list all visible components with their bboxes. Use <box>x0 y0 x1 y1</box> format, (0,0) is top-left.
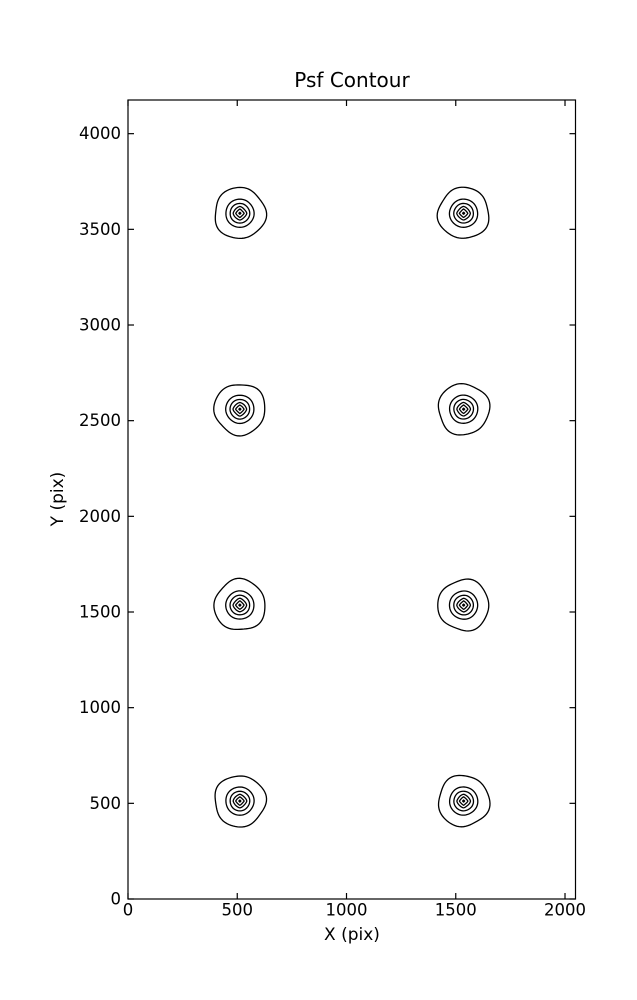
contour-ring <box>448 590 479 620</box>
contour-center-dot <box>461 211 466 215</box>
y-tick-label: 1000 <box>79 698 121 717</box>
contour-ring <box>458 600 469 611</box>
contour-ring <box>448 198 479 228</box>
y-tick-label: 500 <box>90 794 122 813</box>
contour-ring <box>458 208 469 219</box>
contour-ring <box>458 796 469 806</box>
y-tick-label: 0 <box>111 890 122 909</box>
x-tick-label: 2000 <box>544 901 586 920</box>
x-tick-label: 1500 <box>435 901 477 920</box>
contour-ring <box>214 775 268 828</box>
contour-center-dot <box>238 603 242 607</box>
contour-ring <box>448 394 479 424</box>
psf-contour <box>214 186 268 240</box>
contour-ring <box>456 205 472 221</box>
contour-ring <box>458 404 469 415</box>
contour-ring <box>213 384 266 437</box>
contour-ring <box>453 594 475 616</box>
contour-center-dot <box>461 799 466 803</box>
contour-ring <box>232 401 248 417</box>
contour-ring <box>232 205 248 221</box>
contour-ring <box>225 198 255 228</box>
contour-ring <box>232 793 248 809</box>
contour-ring <box>229 790 251 812</box>
psf-contour <box>437 578 490 632</box>
psf-contour <box>437 774 491 828</box>
psf-contour <box>213 577 266 631</box>
contour-ring <box>235 796 245 807</box>
contour-ring <box>225 590 255 620</box>
y-tick-label: 3000 <box>79 316 121 335</box>
contour-center-dot <box>238 407 242 411</box>
chart-title: Psf Contour <box>294 68 410 92</box>
contour-ring <box>213 577 266 631</box>
contour-ring <box>453 790 475 812</box>
x-tick-label: 1000 <box>326 901 368 920</box>
contour-center-dot <box>238 211 242 215</box>
y-tick-label: 2500 <box>79 411 121 430</box>
contour-ring <box>436 186 490 239</box>
contour-ring <box>234 208 245 219</box>
contour-center-dot <box>238 799 242 803</box>
y-tick-label: 3500 <box>79 220 121 239</box>
contour-ring <box>229 398 251 420</box>
contour-ring <box>234 404 245 415</box>
x-tick-label: 500 <box>222 901 254 920</box>
contour-ring <box>437 578 490 632</box>
psf-contour <box>214 775 268 828</box>
psf-contour <box>437 382 491 436</box>
contour-ring <box>448 786 479 816</box>
contour-ring <box>214 186 268 240</box>
contour-ring <box>234 600 245 610</box>
axes-frame <box>127 99 577 900</box>
contour-ring <box>453 202 475 224</box>
contour-center-dot <box>461 603 466 607</box>
contour-ring <box>229 594 251 616</box>
contour-center-dot <box>461 407 466 411</box>
contour-ring <box>456 401 472 417</box>
contour-ring <box>456 597 472 613</box>
contour-ring <box>456 793 472 809</box>
contour-ring <box>232 597 248 613</box>
y-tick-label: 1500 <box>79 603 121 622</box>
contour-ring <box>225 786 255 816</box>
y-tick-label: 2000 <box>79 507 121 526</box>
x-tick-label: 0 <box>123 901 134 920</box>
y-tick-label: 4000 <box>79 124 121 143</box>
contour-ring <box>437 774 491 828</box>
contour-ring <box>225 394 255 425</box>
psf-contour <box>213 384 266 437</box>
contour-ring <box>453 398 475 420</box>
psf-contour <box>436 186 490 239</box>
contour-ring <box>229 202 251 224</box>
x-axis-label: X (pix) <box>324 925 380 945</box>
contour-ring <box>437 382 491 436</box>
